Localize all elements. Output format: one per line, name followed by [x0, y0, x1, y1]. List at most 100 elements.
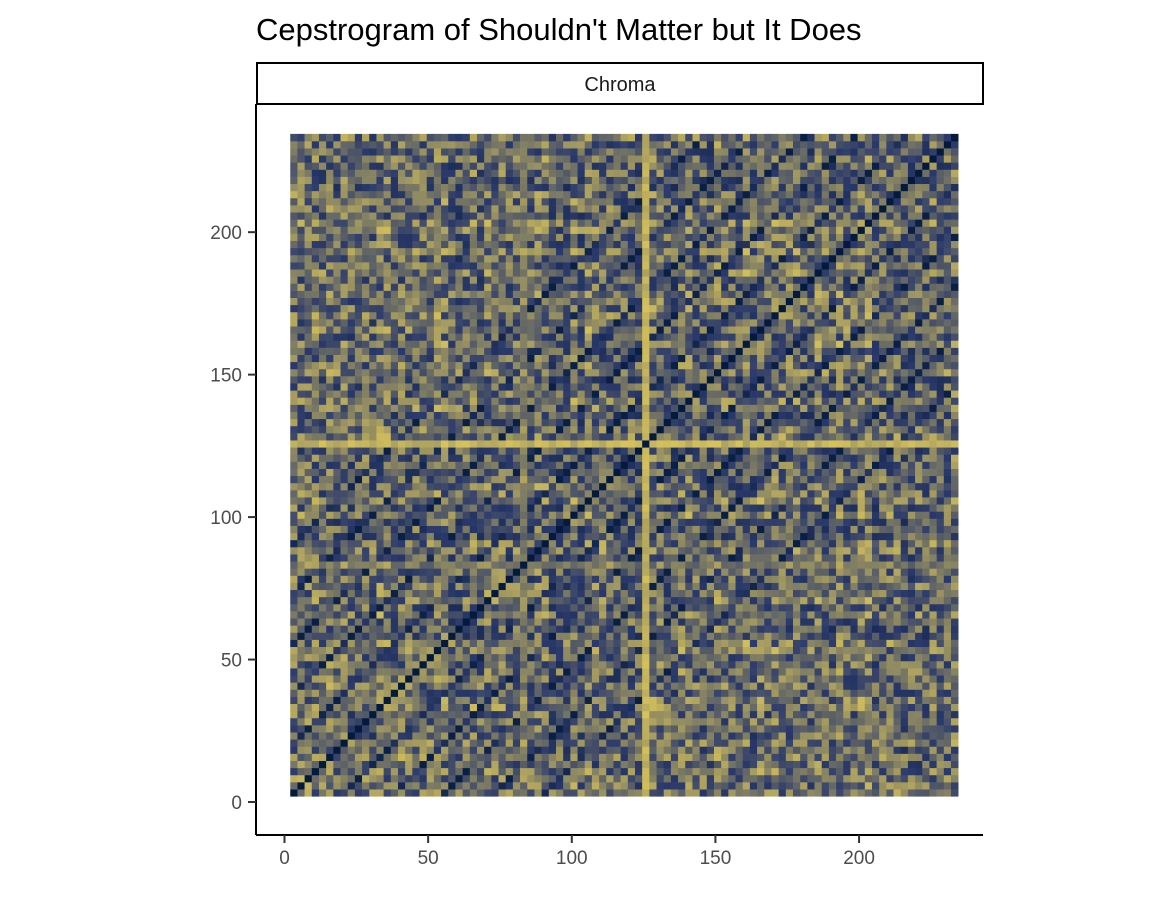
heatmap-cell	[326, 710, 334, 719]
heatmap-cell	[491, 639, 499, 648]
heatmap-cell	[476, 703, 485, 712]
heatmap-cell	[290, 504, 298, 512]
heatmap-cell	[591, 212, 600, 220]
heatmap-cell	[541, 703, 550, 712]
heatmap-cell	[491, 575, 499, 583]
heatmap-cell	[376, 575, 384, 583]
heatmap-cell	[318, 361, 327, 370]
heatmap-cell	[297, 290, 305, 298]
heatmap-cell	[462, 525, 471, 534]
heatmap-cell	[333, 219, 341, 227]
heatmap-cell	[663, 475, 672, 484]
heatmap-cell	[634, 219, 643, 227]
heatmap-cell	[290, 746, 298, 754]
heatmap-cell	[627, 547, 636, 555]
heatmap-cell	[290, 717, 298, 726]
heatmap-cell	[376, 155, 384, 163]
heatmap-cell	[340, 240, 348, 249]
heatmap-cell	[340, 632, 348, 640]
heatmap-cell	[362, 539, 370, 548]
heatmap-cell	[397, 269, 406, 277]
heatmap-cell	[433, 639, 442, 648]
heatmap-cell	[433, 632, 442, 640]
heatmap-cell	[290, 725, 298, 733]
heatmap-cell	[505, 625, 514, 633]
heatmap-cell	[354, 454, 363, 462]
heatmap-cell	[433, 760, 442, 769]
heatmap-cell	[318, 433, 327, 441]
heatmap-cell	[441, 397, 449, 405]
heatmap-cell	[584, 226, 593, 234]
heatmap-cell	[433, 575, 442, 583]
heatmap-cell	[390, 340, 399, 348]
heatmap-cell	[383, 582, 392, 591]
heatmap-cell	[613, 205, 621, 213]
heatmap-cell	[469, 582, 478, 591]
heatmap-cell	[627, 461, 636, 469]
heatmap-cell	[462, 233, 471, 242]
heatmap-cell	[613, 440, 621, 448]
heatmap-cell	[563, 376, 571, 384]
heatmap-cell	[469, 162, 478, 170]
heatmap-cell	[534, 611, 542, 619]
heatmap-cell	[297, 703, 305, 712]
heatmap-cell	[577, 269, 586, 277]
heatmap-cell	[405, 383, 413, 391]
heatmap-cell	[577, 625, 586, 633]
heatmap-cell	[412, 397, 420, 405]
heatmap-cell	[347, 411, 356, 420]
heatmap-cell	[577, 710, 586, 719]
heatmap-cell	[426, 133, 435, 142]
heatmap-cell	[634, 311, 643, 320]
heatmap-cell	[383, 447, 392, 455]
heatmap-cell	[599, 668, 607, 676]
heatmap-cell	[426, 176, 435, 185]
heatmap-cell	[419, 183, 427, 192]
heatmap-cell	[620, 561, 629, 569]
heatmap-cell	[649, 760, 657, 769]
heatmap-cell	[426, 760, 435, 769]
heatmap-cell	[663, 354, 672, 363]
heatmap-cell	[541, 753, 550, 761]
heatmap-cell	[390, 240, 399, 249]
heatmap-cell	[663, 511, 672, 519]
heatmap-cell	[520, 155, 528, 163]
heatmap-cell	[577, 582, 586, 591]
heatmap-cell	[534, 290, 542, 298]
heatmap-cell	[448, 411, 456, 420]
heatmap-cell	[527, 497, 535, 505]
heatmap-cell	[563, 554, 571, 562]
heatmap-cell	[656, 589, 665, 598]
heatmap-cell	[426, 269, 435, 277]
heatmap-cell	[520, 183, 528, 192]
heatmap-cell	[426, 354, 435, 363]
heatmap-cell	[613, 169, 621, 177]
heatmap-cell	[584, 568, 593, 576]
heatmap-cell	[570, 240, 578, 249]
heatmap-cell	[555, 205, 564, 213]
heatmap-cell	[426, 304, 435, 313]
heatmap-cell	[563, 354, 571, 363]
heatmap-cell	[584, 475, 593, 484]
heatmap-cell	[311, 376, 320, 384]
heatmap-cell	[426, 703, 435, 712]
heatmap-cell	[304, 304, 313, 313]
heatmap-cell	[455, 774, 463, 783]
heatmap-cell	[369, 262, 377, 270]
heatmap-cell	[354, 767, 363, 776]
heatmap-cell	[584, 433, 593, 441]
heatmap-cell	[476, 625, 485, 633]
heatmap-cell	[505, 497, 514, 505]
heatmap-cell	[455, 176, 463, 185]
heatmap-cell	[584, 675, 593, 683]
heatmap-cell	[333, 589, 341, 598]
heatmap-cell	[362, 433, 370, 441]
heatmap-cell	[369, 547, 377, 555]
heatmap-cell	[577, 774, 586, 783]
heatmap-cell	[555, 525, 564, 534]
heatmap-cell	[656, 490, 665, 498]
heatmap-cell	[347, 717, 356, 726]
heatmap-cell	[455, 304, 463, 313]
heatmap-cell	[469, 233, 478, 242]
heatmap-cell	[347, 148, 356, 156]
